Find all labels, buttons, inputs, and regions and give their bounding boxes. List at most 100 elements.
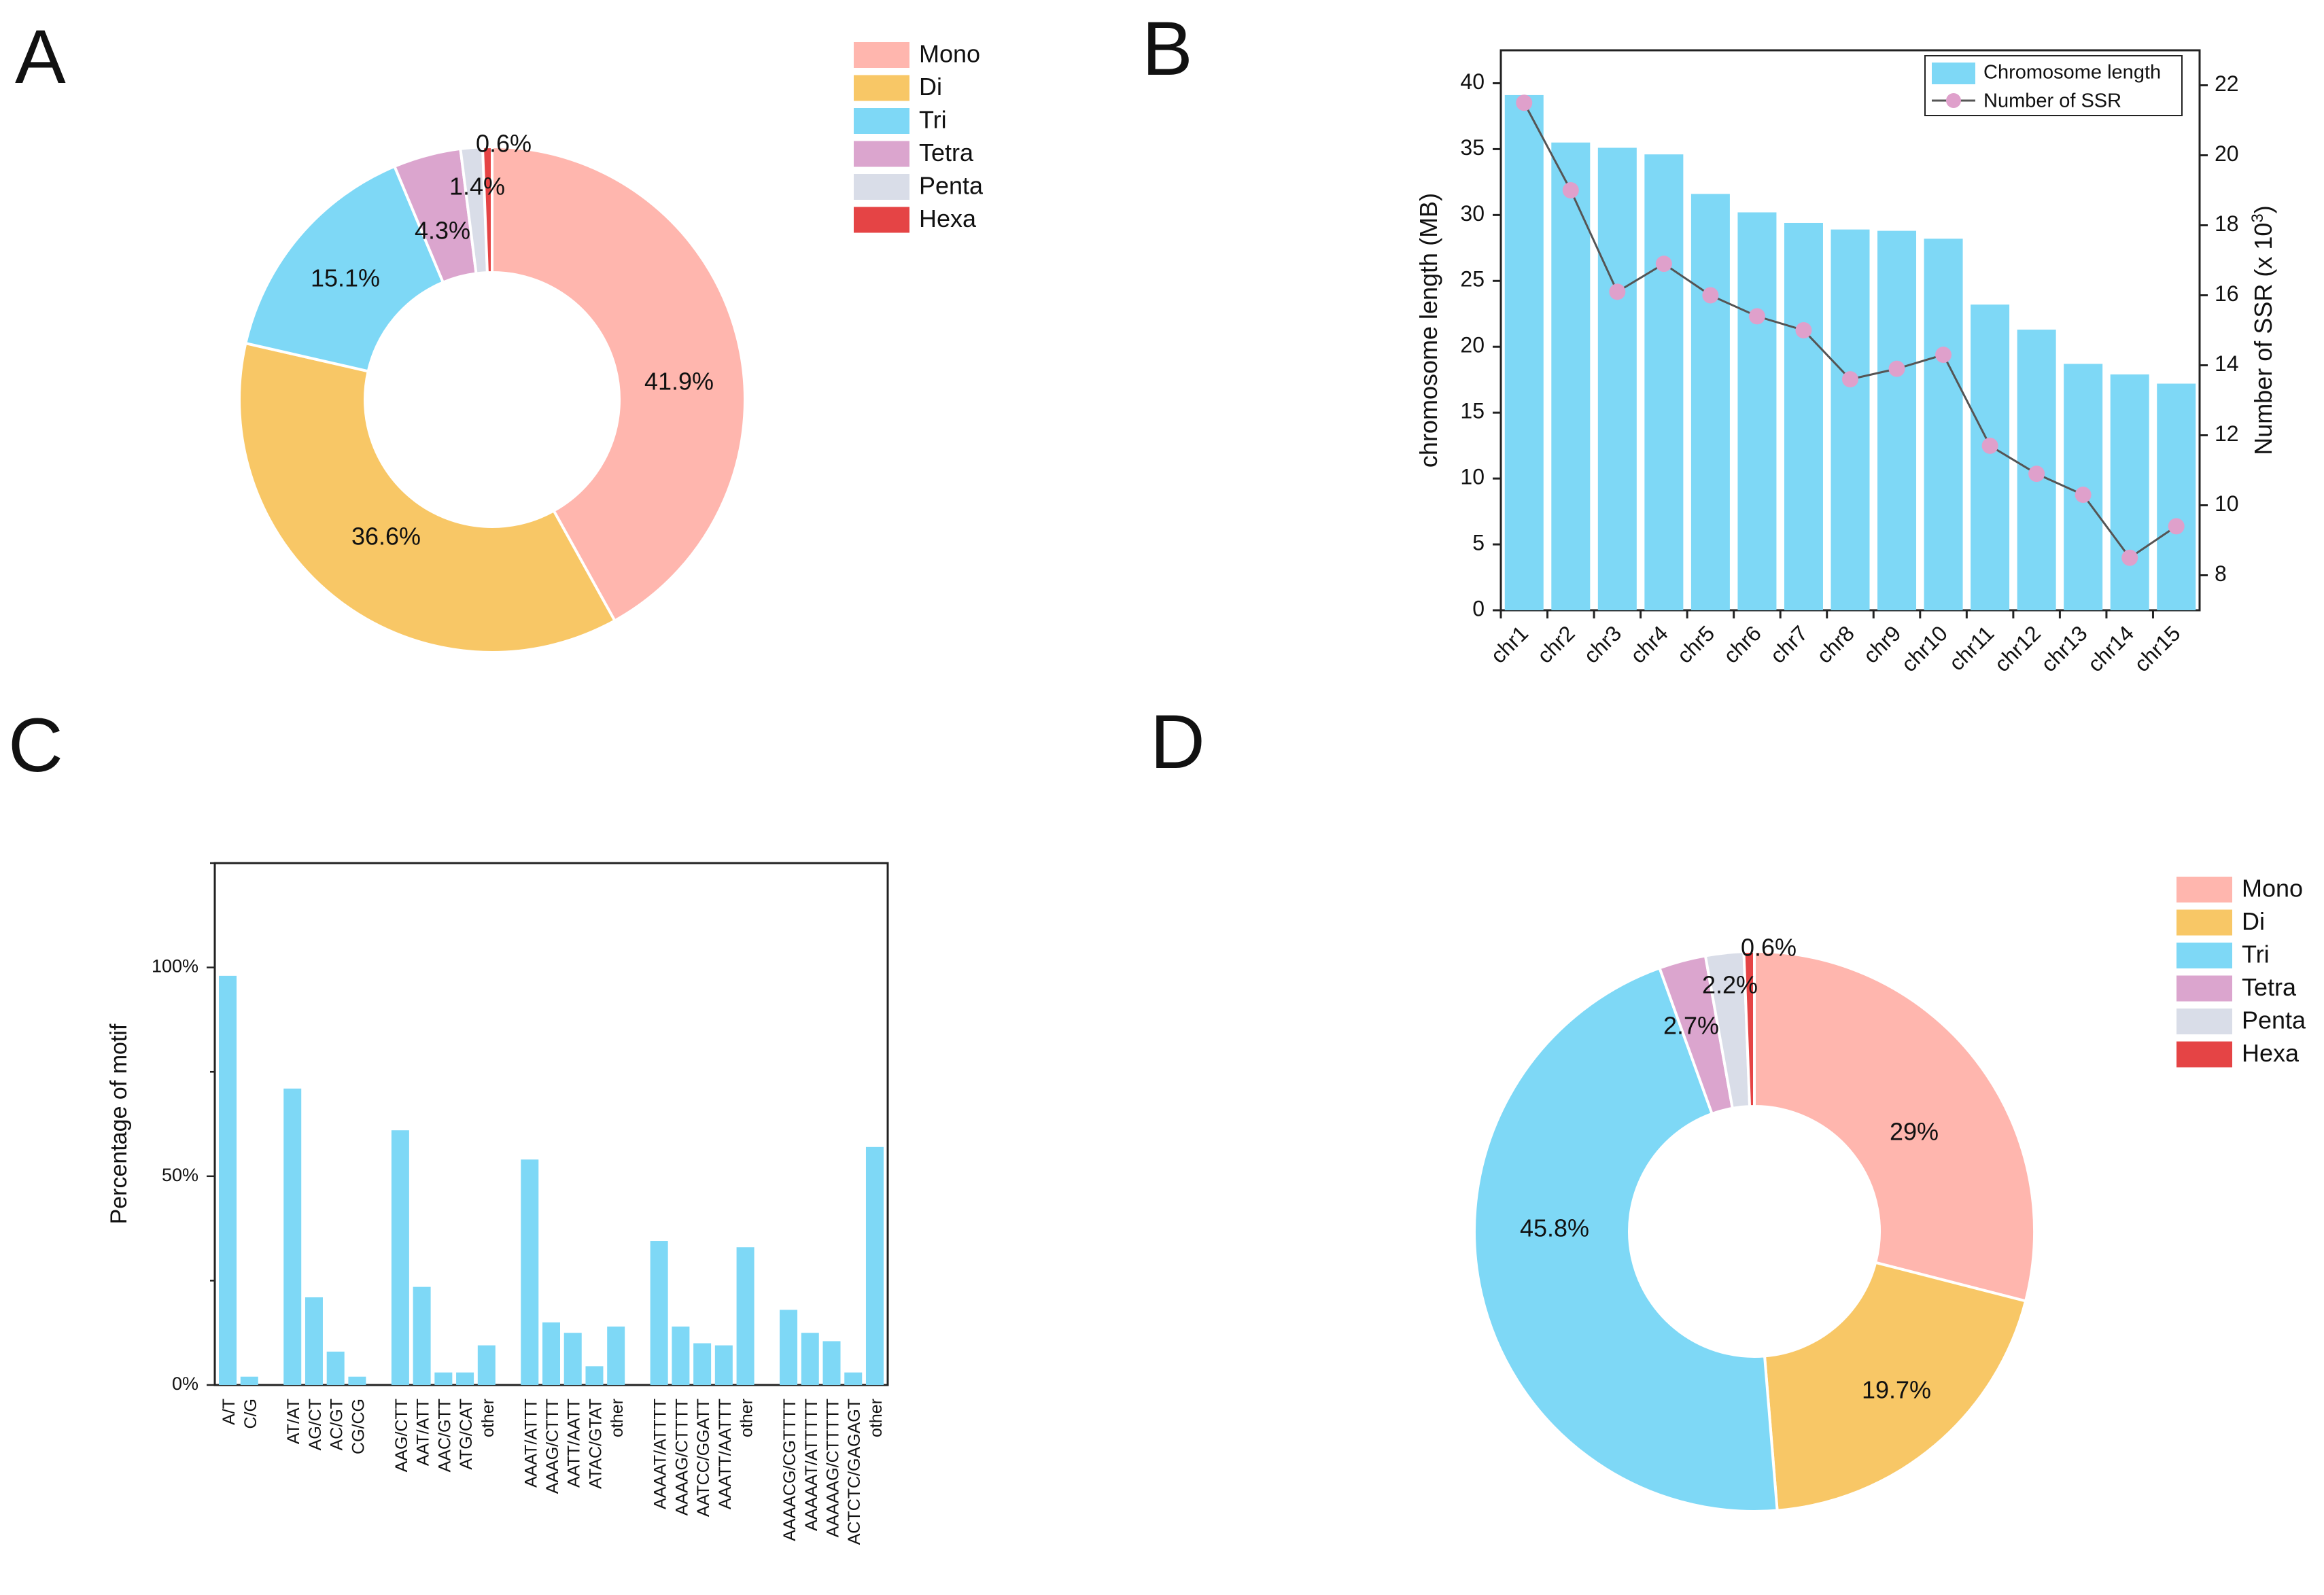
y-tick-label-left: 0 <box>1472 596 1485 620</box>
panel-a-donut-chart: 41.9% 36.6% 15.1% 4.3% 1.4% 0.6% Mono Di Tri Tetr… <box>238 40 984 654</box>
x-tick-label: AATT/AATT <box>565 1399 584 1488</box>
x-tick-label-chr4: chr4 <box>1625 620 1672 667</box>
y-tick-label: 100% <box>152 956 198 977</box>
ssr-point-chr8 <box>1842 371 1858 388</box>
panel-d-donut-chart: 29% 19.7% 45.8% 2.7% 2.2% 0.6% Mono Di Tri Tetra P… <box>1473 875 2306 1513</box>
donut-slice-tri <box>1473 966 1779 1513</box>
legend-label-hexa: Hexa <box>919 205 977 232</box>
legend-label-mono: Mono <box>2242 875 2303 902</box>
slice-label-penta: 2.2% <box>1702 971 1758 999</box>
x-tick-label: CG/CG <box>349 1399 368 1454</box>
legend-swatch-hexa <box>2176 1041 2232 1068</box>
slice-label-mono: 41.9% <box>644 368 714 396</box>
legend-label-hexa: Hexa <box>2242 1039 2300 1067</box>
slice-label-tetra: 4.3% <box>415 217 470 245</box>
y-tick-label-left: 10 <box>1460 465 1485 489</box>
ssr-point-chr12 <box>2028 466 2045 483</box>
y-axis-title: Percentage of motif <box>106 1023 132 1224</box>
motif-bar-CG-CG <box>348 1376 366 1385</box>
motif-bar-ATG-CAT <box>456 1372 474 1385</box>
ssr-point-chr14 <box>2121 549 2138 566</box>
x-tick-label: AAAAAG/CTTTTT <box>824 1399 843 1537</box>
ssr-point-chr10 <box>1935 347 1952 364</box>
legend-label-tetra: Tetra <box>2242 973 2297 1001</box>
panel-b-bar-line-chart: chr1 chr2 chr3 chr4 chr5 chr6 chr7 chr8 chr9chr1… <box>1415 49 2278 677</box>
length-bar-chr1 <box>1504 94 1544 611</box>
motif-bar-other <box>736 1247 755 1385</box>
length-bar-chr15 <box>2157 383 2196 610</box>
y-tick-label-left: 5 <box>1472 531 1485 555</box>
slice-label-tri: 45.8% <box>1520 1214 1589 1242</box>
x-tick-label: AC/GT <box>328 1399 347 1450</box>
x-tick-label: AAAAG/CTTTT <box>672 1399 691 1515</box>
x-tick-label-chr12: chr12 <box>1990 620 2045 676</box>
legend-swatch-tetra <box>854 141 909 167</box>
motif-bar-AAT-ATT <box>413 1286 431 1385</box>
x-tick-label-chr1: chr1 <box>1486 620 1533 667</box>
y-tick-label-left: 15 <box>1460 399 1485 423</box>
x-tick-label-chr2: chr2 <box>1532 620 1579 667</box>
y-tick-label-right: 10 <box>2215 491 2239 516</box>
motif-bar-other <box>477 1345 496 1385</box>
ssr-point-chr1 <box>1516 94 1533 111</box>
x-tick-label: AAAAT/ATTTT <box>651 1399 670 1509</box>
x-tick-label: other <box>608 1399 627 1437</box>
ssr-point-chr15 <box>2168 518 2185 535</box>
x-tick-label-chr13: chr13 <box>2036 620 2092 676</box>
donut-slice-mono <box>491 145 746 623</box>
motif-bar-AG-CT <box>305 1297 323 1385</box>
legend-label-mono: Mono <box>919 40 980 68</box>
x-tick-label: ACTCTC/GAGAGT <box>845 1399 864 1545</box>
x-tick-label-chr14: chr14 <box>2083 620 2138 676</box>
motif-bar-AAAG-CTTT <box>542 1322 560 1385</box>
slice-label-di: 19.7% <box>1862 1376 1931 1404</box>
ssr-point-chr4 <box>1655 256 1672 273</box>
motif-bar-AC-GT <box>326 1351 345 1385</box>
ssr-point-chr9 <box>1888 360 1905 377</box>
length-bar-chr8 <box>1831 229 1870 610</box>
ssr-point-chr13 <box>2075 487 2092 504</box>
x-tick-label-chr6: chr6 <box>1718 620 1765 667</box>
slice-label-di: 36.6% <box>351 523 421 550</box>
legend-label-ssr: Number of SSR <box>1983 90 2121 112</box>
motif-bar-C-G <box>240 1376 258 1385</box>
panel-letter-c: C <box>8 703 63 788</box>
motif-bar-AAAAAT-ATTTTT <box>801 1333 819 1385</box>
ssr-point-chr11 <box>1981 437 1998 454</box>
y-tick-label-left: 25 <box>1460 267 1485 292</box>
x-tick-label: ATG/CAT <box>457 1399 476 1470</box>
length-bar-chr14 <box>2110 374 2149 610</box>
motif-bar-ACTCTC-GAGAGT <box>844 1372 863 1385</box>
y-tick-label: 50% <box>162 1165 198 1185</box>
donut-slice-hexa <box>1742 949 1756 1108</box>
y-axis-title-right: Number of SSR (x 103) <box>2249 205 2278 455</box>
x-tick-label: AAG/CTT <box>392 1399 411 1472</box>
legend-swatch-tetra <box>2176 975 2232 1002</box>
legend-label-tetra: Tetra <box>919 139 974 166</box>
y-tick-label-left: 30 <box>1460 201 1485 226</box>
y-tick-label-left: 40 <box>1460 69 1485 94</box>
donut-slice-tri <box>243 164 445 373</box>
legend-swatch-di <box>2176 909 2232 936</box>
slice-label-tetra: 2.7% <box>1663 1012 1719 1040</box>
y-tick-label-right: 18 <box>2215 211 2239 236</box>
x-tick-label: AAATT/AATTT <box>716 1399 735 1509</box>
motif-bar-A-T <box>219 975 237 1385</box>
length-bar-chr2 <box>1551 142 1591 610</box>
legend-label-di: Di <box>919 73 942 101</box>
y-tick-label: 0% <box>172 1373 198 1394</box>
x-tick-label: AG/CT <box>306 1399 325 1450</box>
y-axis-title-left: chromosome length (MB) <box>1415 193 1442 468</box>
legend-swatch-hexa <box>854 207 909 233</box>
slice-label-tri: 15.1% <box>311 264 380 292</box>
x-tick-label-chr11: chr11 <box>1944 620 1998 675</box>
ssr-point-chr3 <box>1609 283 1626 300</box>
length-bar-chr11 <box>1971 304 2010 610</box>
x-tick-label: AAAT/ATTT <box>521 1399 540 1488</box>
ssr-point-chr5 <box>1702 287 1719 304</box>
x-tick-label-chr5: chr5 <box>1672 620 1719 667</box>
x-tick-label: AAT/ATT <box>414 1399 433 1466</box>
x-tick-label: AT/AT <box>284 1399 303 1444</box>
y-tick-label-right: 16 <box>2215 281 2239 306</box>
legend-label-tri: Tri <box>2242 941 2270 968</box>
